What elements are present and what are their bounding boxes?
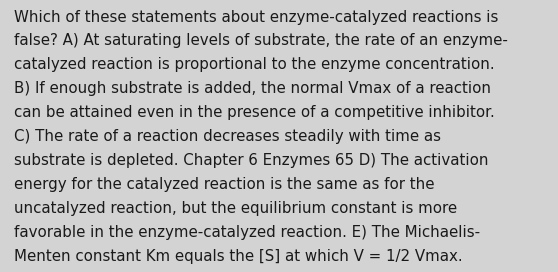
Text: uncatalyzed reaction, but the equilibrium constant is more: uncatalyzed reaction, but the equilibriu… — [14, 201, 457, 216]
Text: energy for the catalyzed reaction is the same as for the: energy for the catalyzed reaction is the… — [14, 177, 435, 192]
Text: substrate is depleted. Chapter 6 Enzymes 65 D) The activation: substrate is depleted. Chapter 6 Enzymes… — [14, 153, 488, 168]
Text: B) If enough substrate is added, the normal Vmax of a reaction: B) If enough substrate is added, the nor… — [14, 81, 491, 96]
Text: Which of these statements about enzyme-catalyzed reactions is: Which of these statements about enzyme-c… — [14, 10, 498, 24]
Text: can be attained even in the presence of a competitive inhibitor.: can be attained even in the presence of … — [14, 105, 495, 120]
Text: Menten constant Km equals the [S] at which V = 1/2 Vmax.: Menten constant Km equals the [S] at whi… — [14, 249, 463, 264]
Text: C) The rate of a reaction decreases steadily with time as: C) The rate of a reaction decreases stea… — [14, 129, 441, 144]
Text: favorable in the enzyme-catalyzed reaction. E) The Michaelis-: favorable in the enzyme-catalyzed reacti… — [14, 225, 480, 240]
Text: false? A) At saturating levels of substrate, the rate of an enzyme-: false? A) At saturating levels of substr… — [14, 33, 508, 48]
Text: catalyzed reaction is proportional to the enzyme concentration.: catalyzed reaction is proportional to th… — [14, 57, 494, 72]
